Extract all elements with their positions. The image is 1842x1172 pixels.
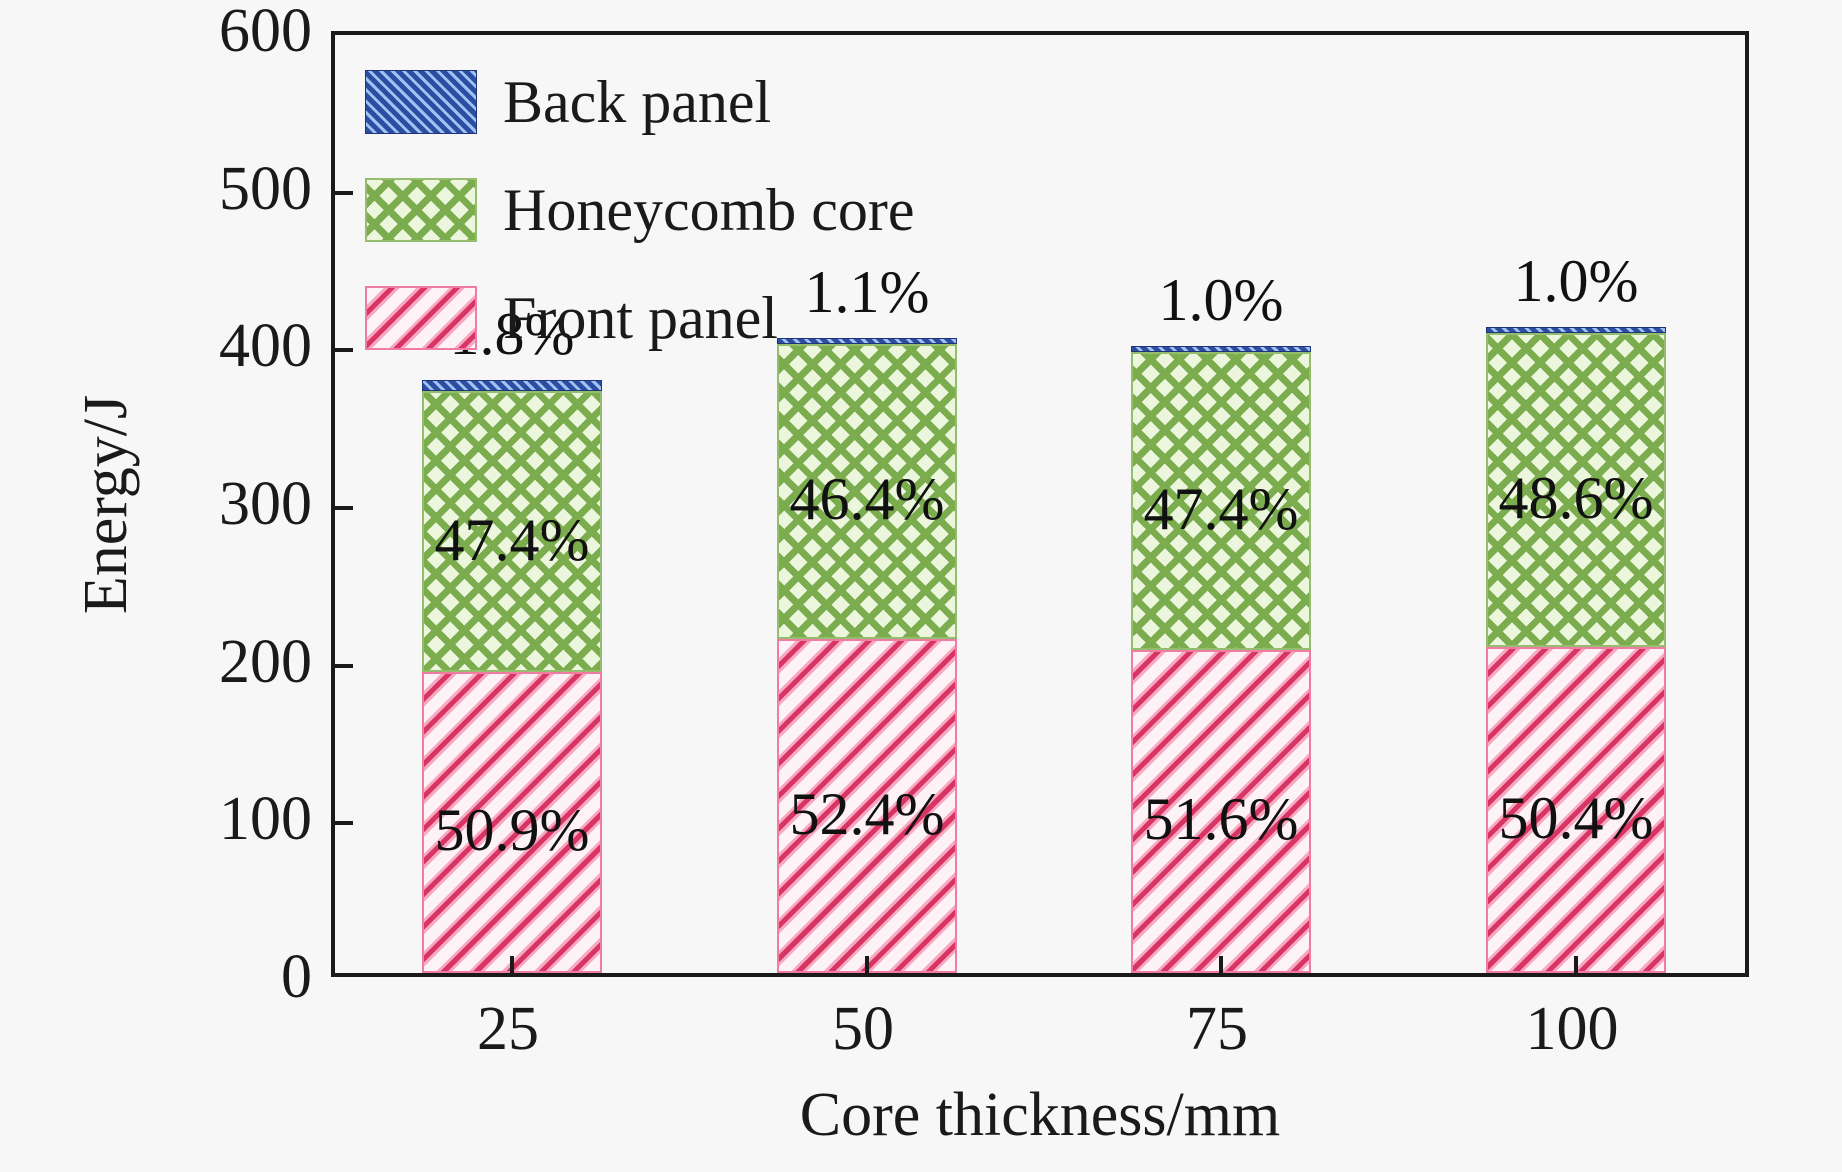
percent-label-front-25mm: 50.9% (434, 797, 590, 864)
percent-label-core-25mm: 47.4% (434, 506, 590, 573)
plot-area: Back panel Honeycomb core Front panel 50… (331, 31, 1749, 977)
y-tick-label-200: 200 (219, 627, 312, 696)
segment-core-75mm (1131, 351, 1311, 650)
percent-label-back-100mm: 1.0% (1513, 247, 1639, 314)
percent-label-front-50mm: 52.4% (789, 780, 945, 847)
y-tick-mark (335, 190, 353, 195)
segment-back-75mm (1131, 345, 1311, 352)
x-tick-mark (1574, 956, 1578, 973)
percent-label-back-50mm: 1.1% (804, 258, 930, 325)
x-tick-mark (1219, 956, 1223, 973)
legend-label: Front panel (503, 285, 778, 351)
y-tick-label-300: 300 (219, 470, 312, 538)
segment-core-100mm (1486, 332, 1666, 647)
y-tick-mark (335, 506, 353, 510)
segment-back-50mm (777, 337, 957, 344)
legend-item-front-panel: Front panel (365, 285, 915, 351)
segment-front-25mm (422, 671, 602, 973)
percent-label-front-100mm: 50.4% (1498, 784, 1654, 851)
percent-label-core-50mm: 46.4% (789, 466, 945, 533)
y-tick-label-500: 500 (219, 154, 312, 223)
x-tick-mark (865, 956, 869, 973)
segment-core-50mm (777, 343, 957, 639)
x-tick-label-25: 25 (477, 995, 539, 1063)
legend-item-back-panel: Back panel (365, 69, 915, 135)
honeycomb-core-swatch-icon (365, 178, 477, 242)
legend-label: Honeycomb core (503, 177, 915, 243)
legend-item-honeycomb-core: Honeycomb core (365, 177, 915, 243)
y-tick-label-400: 400 (219, 312, 312, 381)
segment-front-50mm (777, 638, 957, 973)
x-tick-label-75: 75 (1186, 995, 1248, 1063)
front-panel-swatch-icon (365, 286, 477, 350)
percent-label-back-75mm: 1.0% (1158, 266, 1284, 333)
y-tick-label-100: 100 (219, 785, 312, 854)
y-tick-mark (335, 663, 353, 668)
segment-back-100mm (1486, 326, 1666, 333)
y-tick-label-600: 600 (219, 0, 312, 65)
back-panel-swatch-icon (365, 70, 477, 134)
percent-label-core-100mm: 48.6% (1498, 464, 1654, 531)
legend: Back panel Honeycomb core Front panel (365, 69, 915, 393)
segment-front-75mm (1131, 649, 1311, 973)
x-tick-mark (510, 956, 514, 973)
segment-back-25mm (422, 380, 602, 392)
x-axis-title: Core thickness/mm (799, 1081, 1281, 1149)
percent-label-front-75mm: 51.6% (1143, 786, 1299, 853)
y-tick-mark (335, 821, 353, 826)
y-tick-label-0: 0 (281, 943, 312, 1011)
segment-core-25mm (422, 391, 602, 672)
legend-label: Back panel (503, 69, 772, 135)
x-tick-label-100: 100 (1525, 995, 1619, 1063)
x-tick-label-50: 50 (832, 995, 894, 1063)
percent-label-core-75mm: 47.4% (1143, 475, 1299, 542)
segment-front-100mm (1486, 646, 1666, 973)
y-tick-mark (335, 348, 353, 353)
